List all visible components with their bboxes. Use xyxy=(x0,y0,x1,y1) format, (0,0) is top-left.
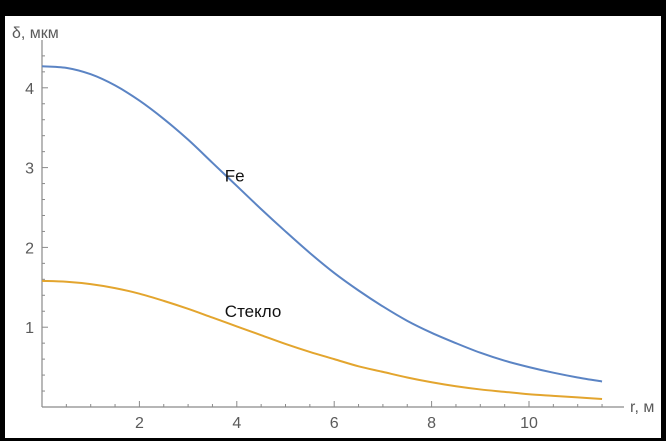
y-tick-label: 2 xyxy=(25,240,34,257)
y-tick-label: 4 xyxy=(25,81,34,98)
x-tick-label: 4 xyxy=(232,415,241,432)
x-tick-label: 2 xyxy=(135,415,144,432)
x-tick-label: 8 xyxy=(427,415,436,432)
fe-label: Fe xyxy=(225,167,245,186)
fe-curve xyxy=(41,65,603,383)
labels: Fe Стекло xyxy=(225,167,282,322)
y-axis-label: δ, мкм xyxy=(12,25,59,42)
curves xyxy=(41,65,603,401)
y-tick-label: 3 xyxy=(25,161,34,178)
x-tick-label: 10 xyxy=(520,415,538,432)
y-tick-label: 1 xyxy=(25,320,34,337)
x-tick-label: 6 xyxy=(330,415,339,432)
glass-curve xyxy=(41,279,603,401)
x-axis-label: r, м xyxy=(630,399,654,416)
glass-label: Стекло xyxy=(225,302,282,321)
